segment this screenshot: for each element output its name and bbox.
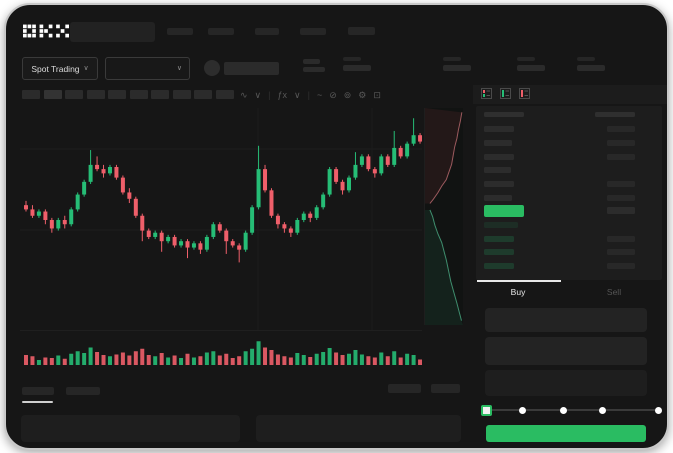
stat-label-placeholder <box>343 57 361 61</box>
slider-stop[interactable] <box>559 406 567 414</box>
nav-search-placeholder[interactable] <box>70 22 155 42</box>
tab-sell[interactable]: Sell <box>606 287 622 297</box>
amount-input[interactable] <box>485 337 647 365</box>
last-price-amount-placeholder <box>607 207 635 214</box>
last-price-badge <box>484 205 524 217</box>
tab-buy[interactable]: Buy <box>510 287 526 297</box>
draw-tool-icon[interactable]: ⊘ <box>329 89 337 100</box>
timeframe-button[interactable] <box>65 90 83 99</box>
depth-chart <box>424 108 463 325</box>
chart-toolbar-icons: ∿ ∨ | ƒx ∨ | ~ ⊘ ⊚ ⚙ ⊡ <box>240 89 381 101</box>
app-window: Spot Trading ∨ ∨ ∿ ∨ | ƒx ∨ | ~ ⊘ ⊚ ⚙ ⊡ <box>4 3 669 450</box>
divider: | <box>268 90 271 100</box>
divider: | <box>307 90 310 100</box>
bottom-panel <box>21 415 240 442</box>
orderbook-toolbar <box>473 85 667 104</box>
timeframe-button[interactable] <box>43 90 62 99</box>
timeframe-button[interactable] <box>129 90 148 99</box>
stat-value-placeholder <box>517 65 545 71</box>
candlestick-chart[interactable] <box>20 108 422 331</box>
stat-value-placeholder <box>343 65 371 71</box>
orderbook-default-view-icon[interactable] <box>481 88 492 99</box>
price-change-placeholder <box>303 67 325 72</box>
price-input[interactable] <box>485 308 647 332</box>
slider-handle[interactable] <box>481 405 492 416</box>
timeframe-button[interactable] <box>86 90 105 99</box>
chevron-down-icon: ∨ <box>83 65 89 72</box>
bottom-panel <box>256 415 461 442</box>
stat-value-placeholder <box>577 65 605 71</box>
indicators-icon[interactable]: ƒx <box>277 90 287 100</box>
orderbook-view-icons <box>481 88 530 99</box>
chart-style-icon[interactable]: ∿ <box>240 89 248 100</box>
pair-name-placeholder <box>224 62 279 75</box>
orderbook-buy-view-icon[interactable] <box>500 88 511 99</box>
coin-avatar <box>204 60 220 76</box>
total-input[interactable] <box>485 370 647 396</box>
nav-item[interactable] <box>348 27 375 35</box>
stat-value-placeholder <box>443 65 471 71</box>
buy-submit-button[interactable] <box>486 425 646 442</box>
timeframe-button[interactable] <box>215 90 234 99</box>
orderbook-col-header <box>595 112 635 117</box>
nav-item[interactable] <box>255 28 279 35</box>
amount-slider[interactable] <box>481 402 662 418</box>
nav-item[interactable] <box>167 28 193 35</box>
line-tool-icon[interactable]: ~ <box>316 90 323 100</box>
chevron-down-icon[interactable]: ∨ <box>254 89 262 100</box>
stat-label-placeholder <box>517 57 535 61</box>
bottom-action[interactable] <box>388 384 421 393</box>
orderbook-col-header <box>484 112 524 117</box>
camera-icon[interactable]: ⊚ <box>343 89 352 100</box>
last-price-placeholder <box>303 59 320 64</box>
bottom-tab-indicator <box>22 401 53 403</box>
bottom-tab-active[interactable] <box>22 387 54 395</box>
stat-label-placeholder <box>443 57 461 61</box>
candlestick-svg <box>20 108 422 330</box>
timeframe-button[interactable] <box>151 90 169 99</box>
slider-stop[interactable] <box>518 406 526 414</box>
market-type-selector[interactable]: Spot Trading ∨ <box>22 57 98 80</box>
timeframe-button[interactable] <box>108 90 126 99</box>
orderbook-sell-view-icon[interactable] <box>519 88 530 99</box>
timeframe-button[interactable] <box>22 90 40 99</box>
timeframe-row <box>22 90 234 99</box>
fullscreen-icon[interactable]: ⊡ <box>373 89 381 100</box>
nav-item[interactable] <box>300 28 326 35</box>
pair-dropdown[interactable]: ∨ <box>105 57 190 80</box>
bottom-action[interactable] <box>431 384 460 393</box>
settings-gear-icon[interactable]: ⚙ <box>358 89 367 100</box>
trade-tabs: Buy Sell <box>470 283 662 301</box>
timeframe-button[interactable] <box>194 90 212 99</box>
timeframe-button[interactable] <box>172 90 191 99</box>
nav-item[interactable] <box>208 28 234 35</box>
chevron-down-icon: ∨ <box>176 65 182 72</box>
bottom-tab[interactable] <box>66 387 100 395</box>
slider-track[interactable] <box>486 409 658 411</box>
orderbook <box>476 106 662 280</box>
active-tab-indicator <box>477 280 561 282</box>
slider-stop[interactable] <box>599 406 607 414</box>
chevron-down-icon[interactable]: ∨ <box>294 89 301 100</box>
okx-logo <box>23 24 69 38</box>
volume-chart <box>20 337 422 365</box>
stat-label-placeholder <box>577 57 595 61</box>
slider-stop[interactable] <box>654 406 662 414</box>
market-type-label: Spot Trading <box>31 63 80 74</box>
